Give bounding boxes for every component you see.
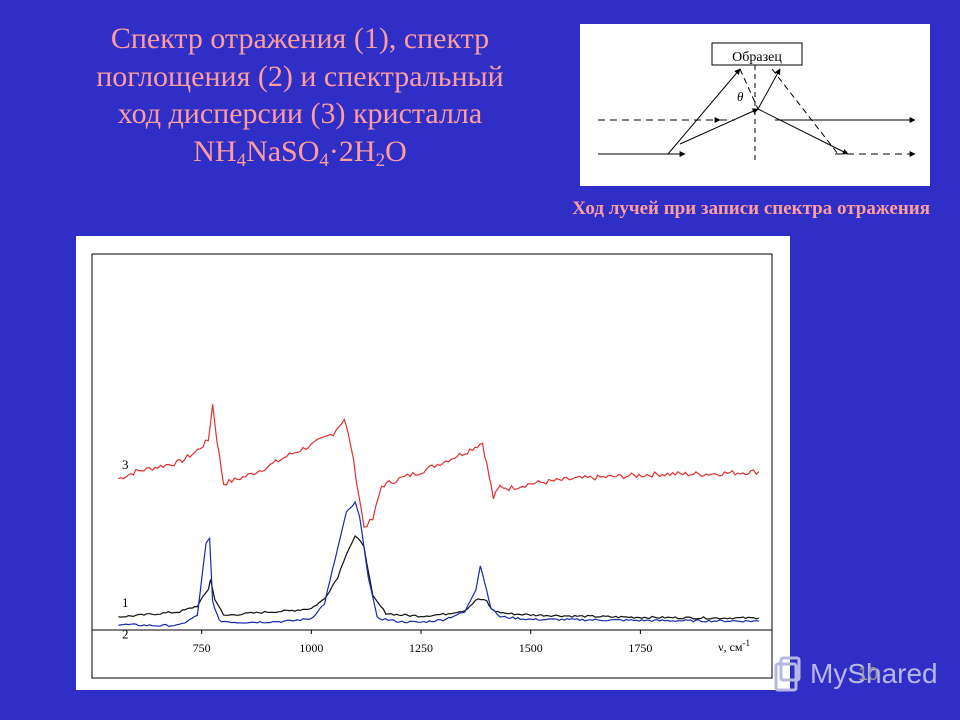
slide-title: Спектр отражения (1), спектр поглощения … [20,20,580,172]
series-label-3: 3 [122,457,129,472]
spectra-chart: 3 1 2 750 1000 1250 1500 1750 ν, см-1 [91,253,773,679]
series-line-2 [118,500,759,628]
ray-dashed-down [771,68,839,155]
curves-layer: 3 1 2 [118,404,760,641]
page-number: 10 [858,664,879,684]
series-label-1: 1 [122,595,129,610]
x-tick-label: 1250 [409,641,433,655]
angle-label: θ [737,89,744,104]
ray-to-vertex [679,108,759,145]
series-line-3 [118,404,760,528]
x-tick-label: 750 [193,641,211,655]
ray-to-sample [757,68,781,110]
sample-box [711,42,803,66]
chart-panel: 3 1 2 750 1000 1250 1500 1750 ν, см-1 [76,236,790,690]
series-line-1 [118,535,760,620]
x-tick-label: 1500 [519,641,543,655]
ray-down-right [757,108,849,155]
title-line-2: поглощения (2) и спектральный [96,59,504,93]
watermark: MyShared [768,654,948,698]
x-tick-label: 1750 [628,641,652,655]
ray-up-left [667,68,741,155]
x-axis-label: ν, см-1 [718,638,750,654]
x-ticks-layer: 750 1000 1250 1500 1750 [92,629,772,655]
title-line-1: Спектр отражения (1), спектр [110,22,490,55]
sample-label: Образец [732,50,782,65]
diagram-caption: Ход лучей при записи спектра отражения [572,198,930,219]
series-label-2: 2 [122,626,129,641]
title-formula: NH4NaSO4·2H2O [193,134,407,171]
x-tick-label: 1000 [299,641,323,655]
plot-frame [91,253,773,679]
brand-logo-icon [774,656,801,692]
title-line-3: ход дисперсии (3) кристалла [117,97,483,130]
ray-path-diagram: Образец θ [580,24,930,186]
brand-name: MyShared [810,658,938,689]
ray-dashed-reflect [739,68,759,110]
